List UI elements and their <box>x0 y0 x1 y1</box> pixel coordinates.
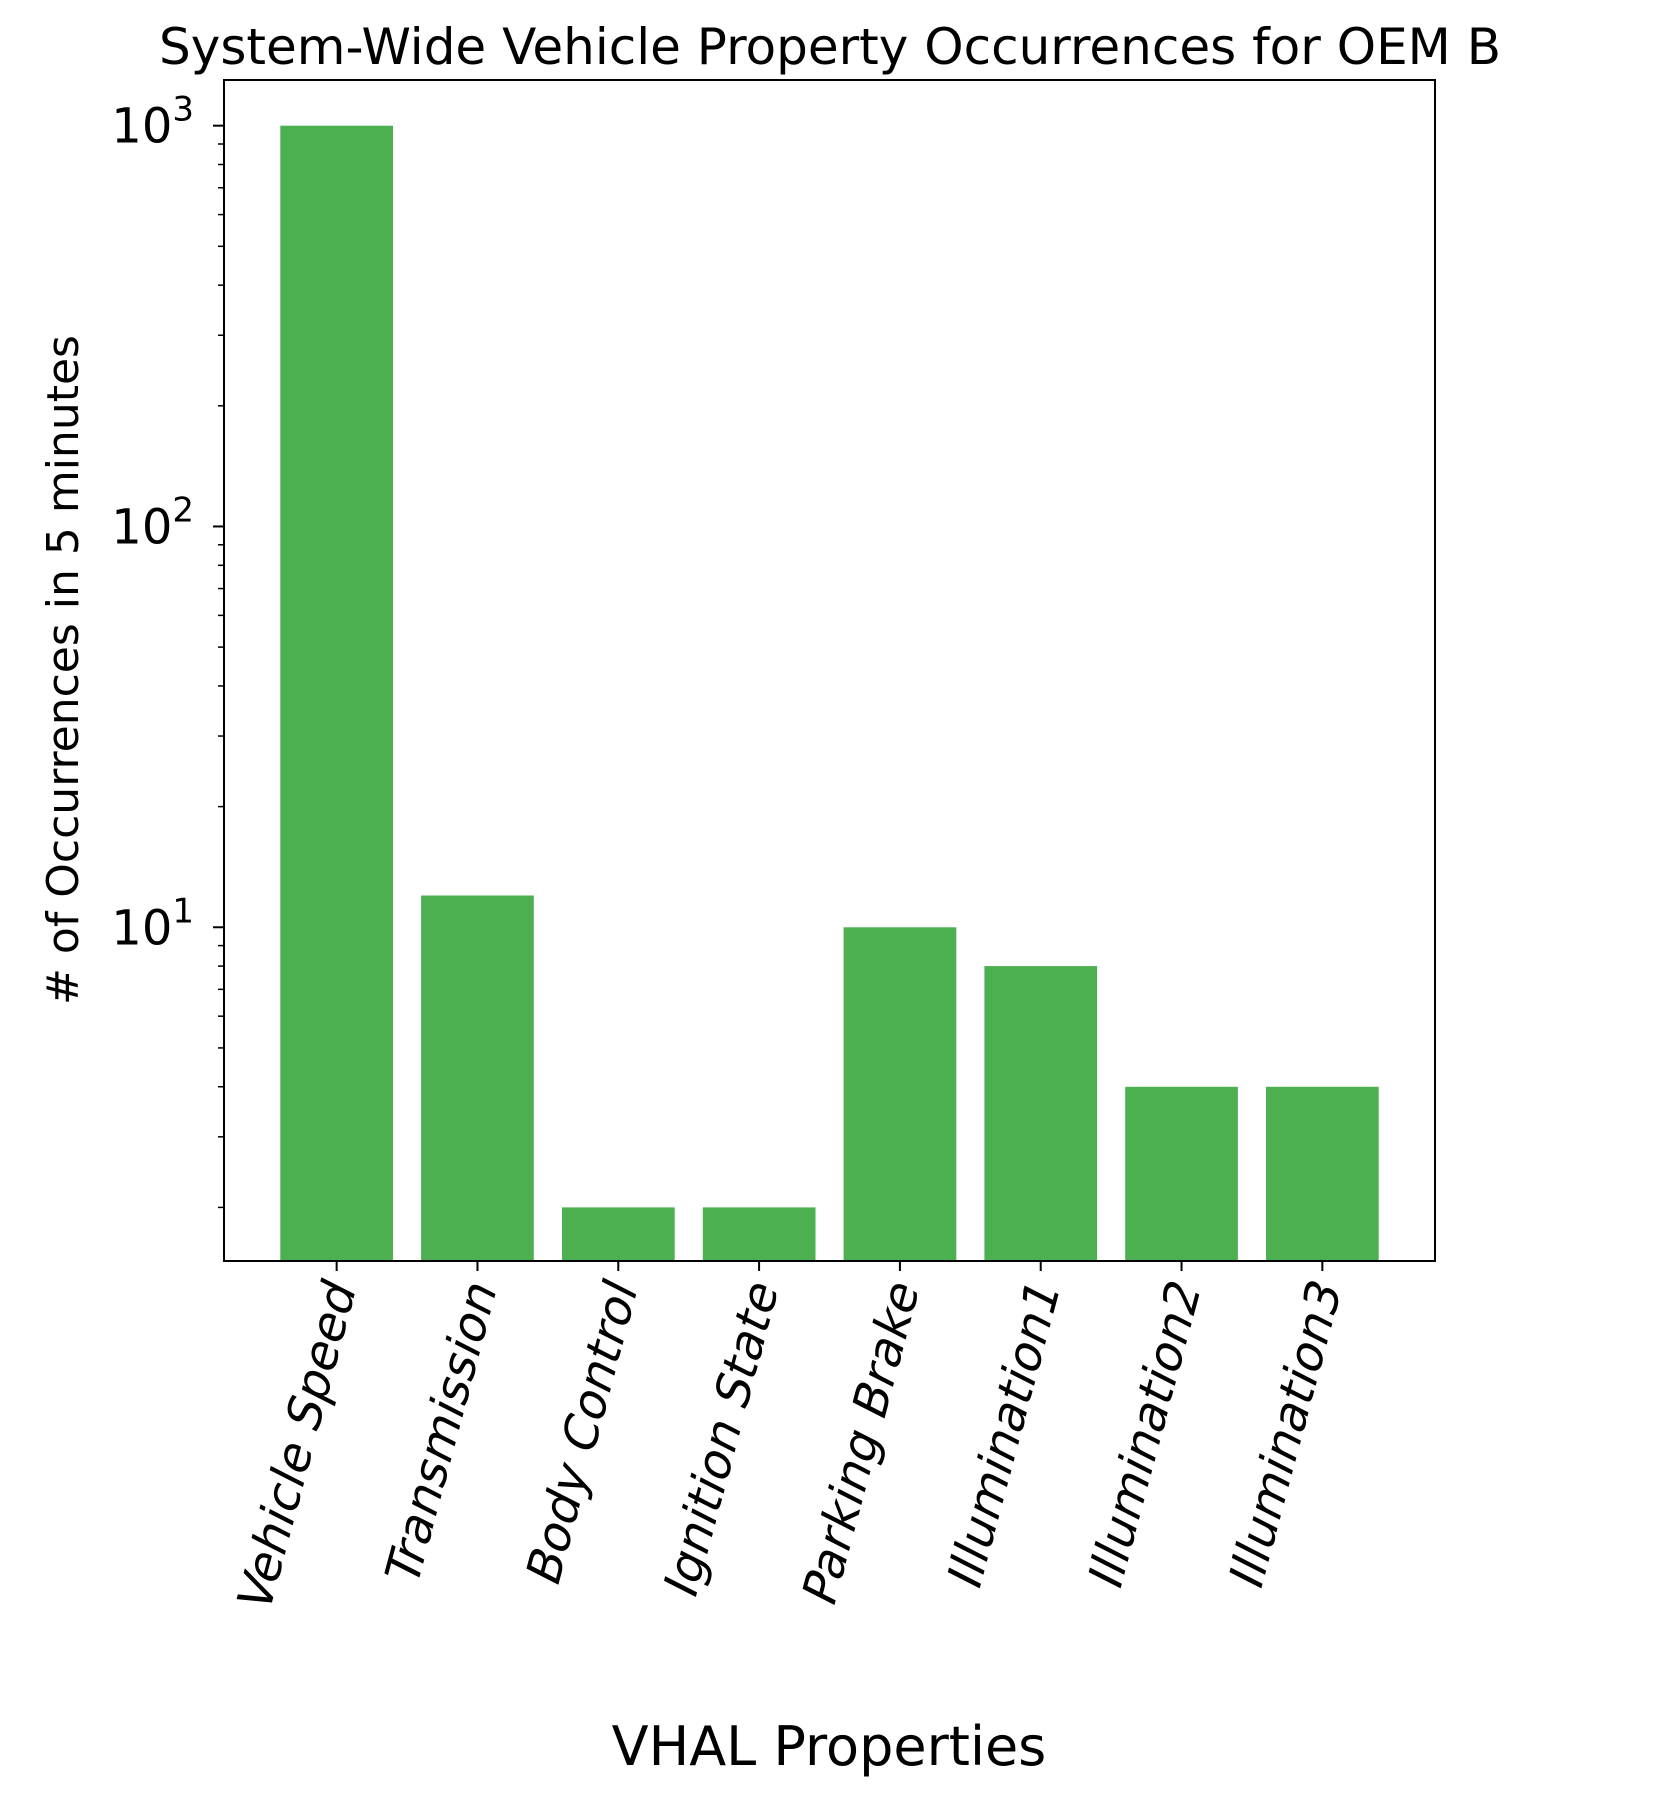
x-axis: Vehicle Speed Transmission Body Control Ign… <box>229 1261 1352 1621</box>
bar <box>843 927 957 1261</box>
x-tick-label: Illumination2 <box>1080 1270 1212 1599</box>
x-tick-label: Parking Brake <box>794 1270 930 1615</box>
x-tick-label: Transmission <box>376 1270 507 1596</box>
plot-frame <box>223 79 1436 1262</box>
bar <box>280 125 393 1262</box>
bar <box>562 1207 675 1261</box>
bar <box>421 895 534 1261</box>
bar <box>1125 1086 1238 1261</box>
y-tick-label: 103 <box>111 90 194 155</box>
chart-title: System-Wide Vehicle Property Occurrences… <box>159 18 1501 76</box>
x-tick-label: Vehicle Speed <box>229 1270 367 1621</box>
bar <box>984 966 1098 1261</box>
bar <box>1266 1086 1379 1261</box>
x-tick-label: Ignition State <box>655 1270 789 1607</box>
x-axis-label: VHAL Properties <box>612 1715 1047 1778</box>
bar <box>702 1207 816 1261</box>
y-axis-label: # of Occurrences in 5 minutes <box>38 335 89 1005</box>
x-tick-label: Illumination3 <box>1221 1270 1353 1599</box>
bars-group <box>280 125 1379 1262</box>
x-tick-label: Body Control <box>517 1270 648 1595</box>
y-tick-label: 102 <box>111 490 194 555</box>
y-axis: 101 102 103 <box>111 90 224 1209</box>
x-tick-label: Illumination1 <box>939 1270 1071 1599</box>
y-tick-label: 101 <box>111 891 194 956</box>
